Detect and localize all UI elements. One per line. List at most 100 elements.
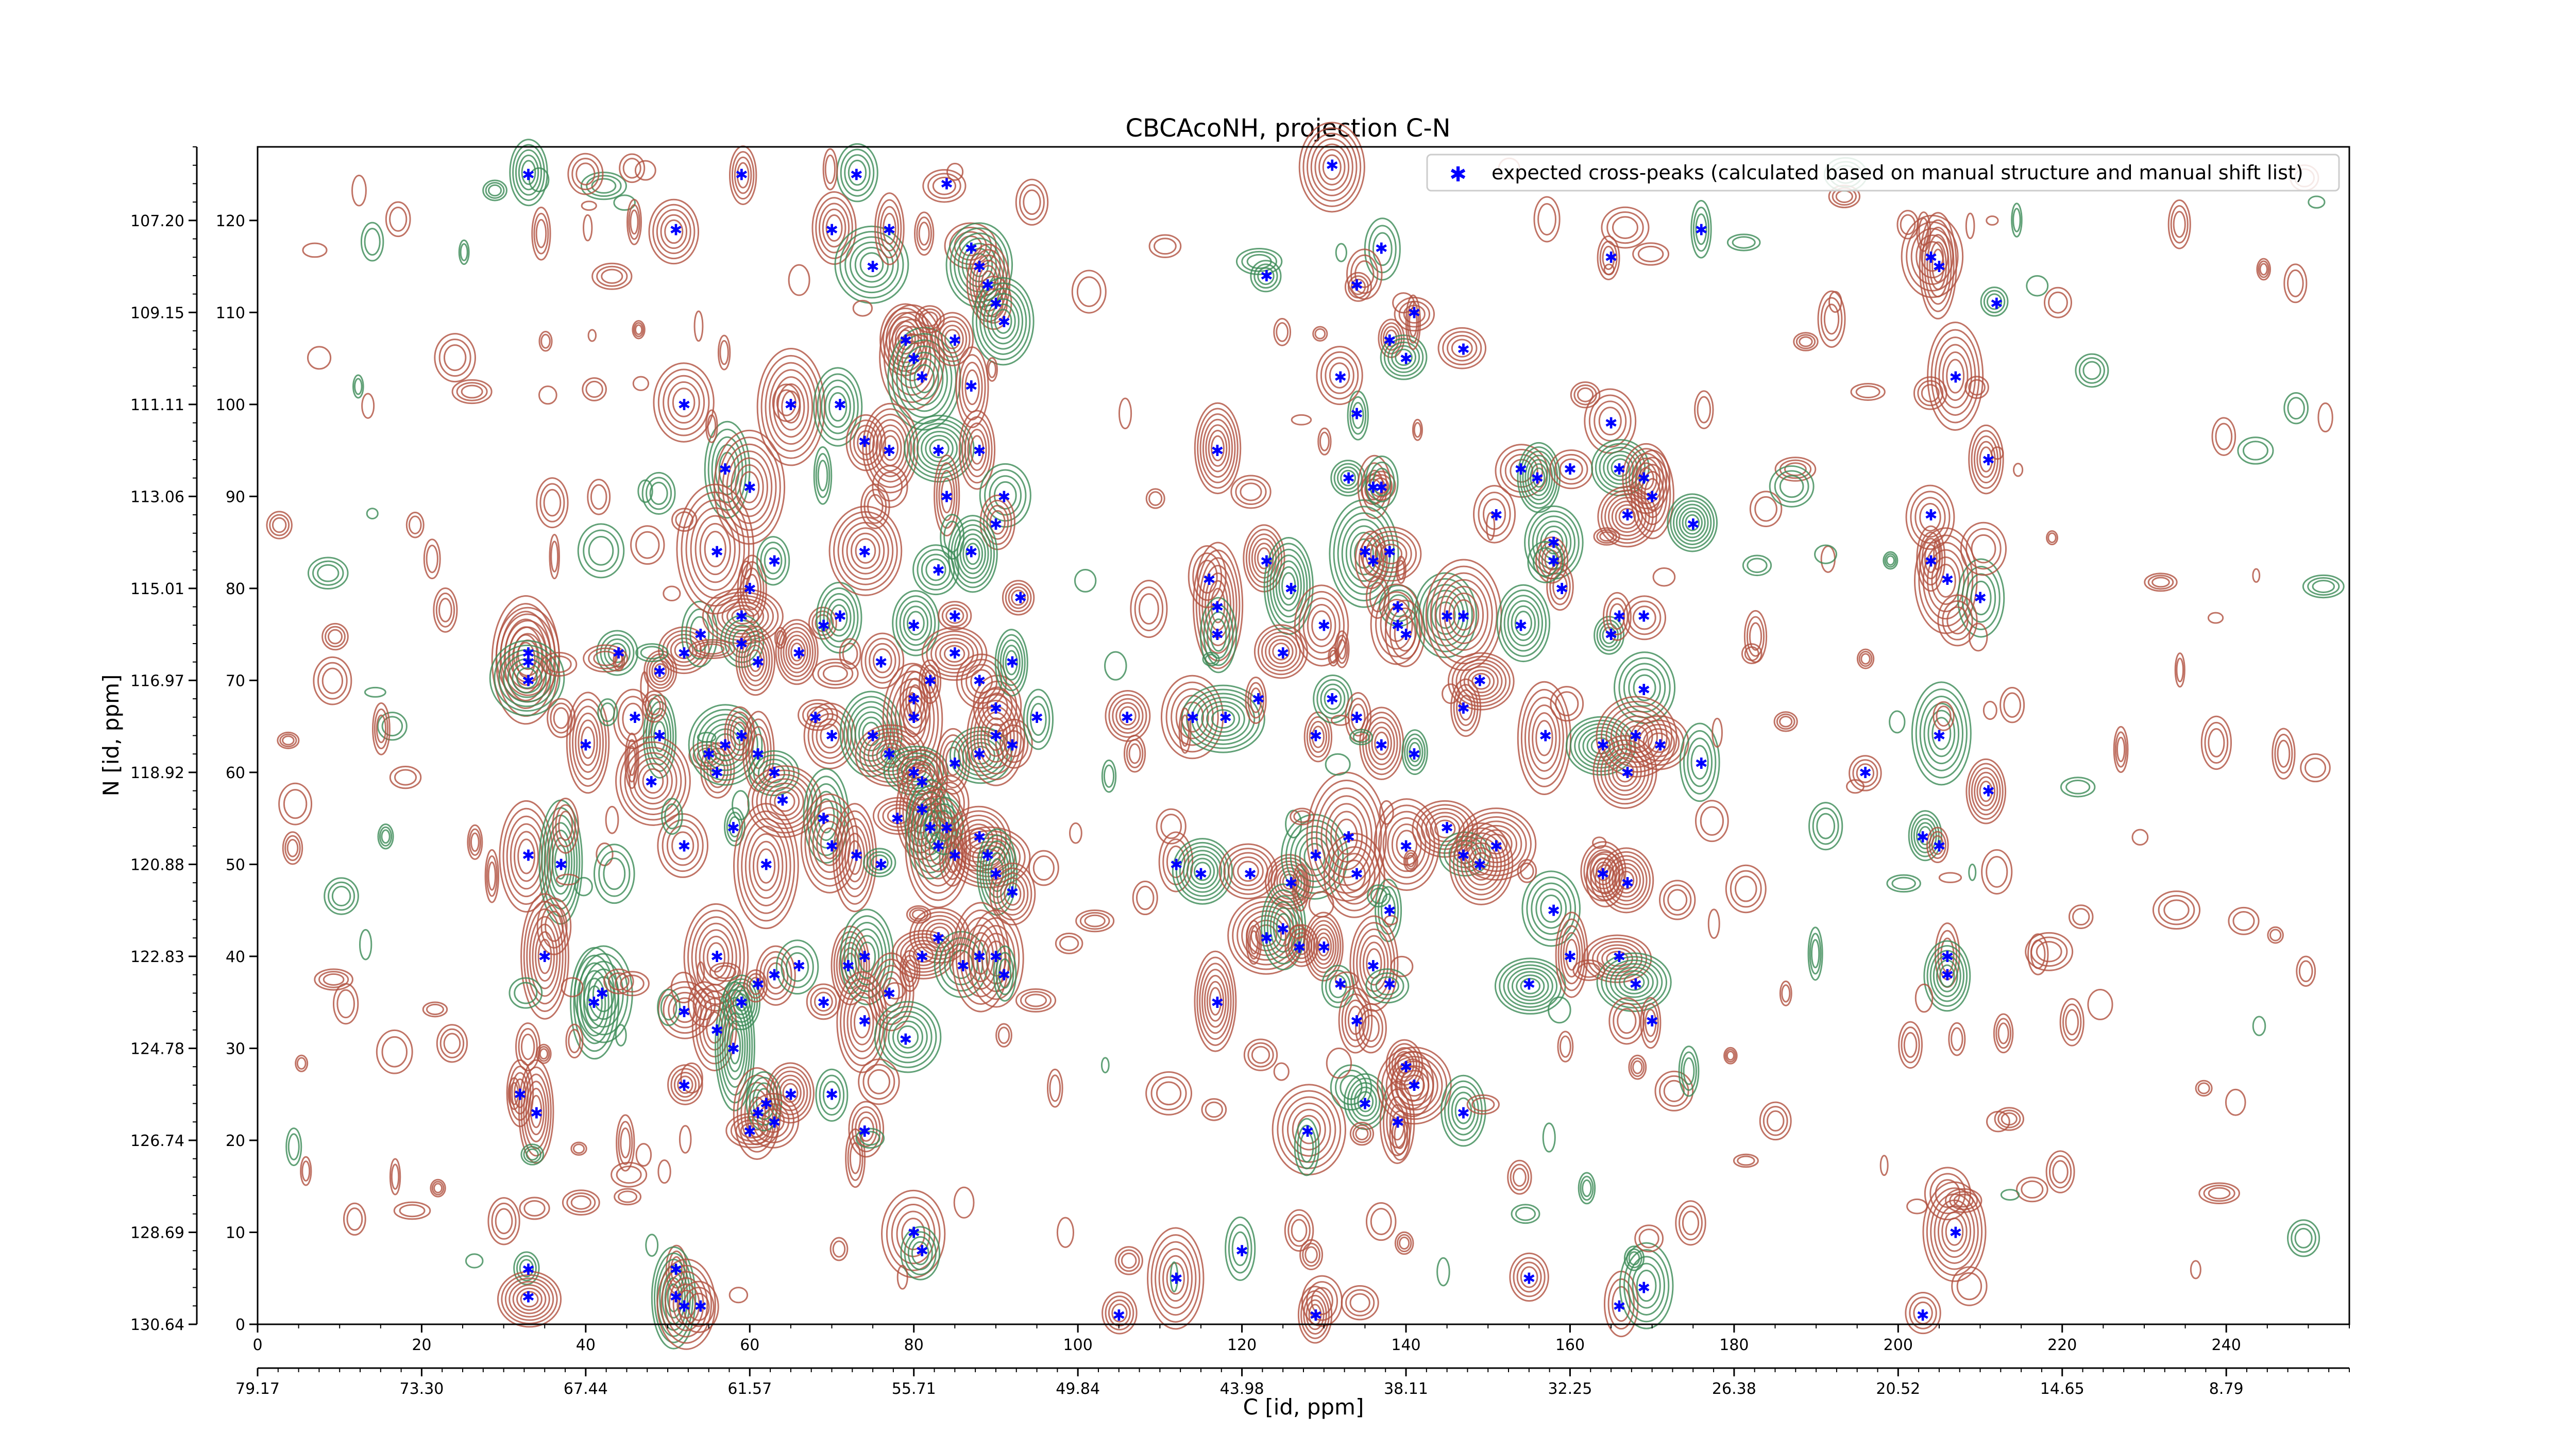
contour-ring [586,985,603,1021]
contour-ring [2267,926,2284,944]
contour-ring [1625,448,1668,510]
contour-ring [1306,716,1330,758]
contour-ring [1670,497,1715,549]
contour-ring [1517,681,1572,796]
cross-peak-marker: ✱ [1359,1096,1371,1114]
contour-ring [603,857,626,890]
contour-ring [904,959,916,983]
contour-ring [1531,882,1572,935]
x-secondary-tick-label: 32.25 [1548,1380,1592,1398]
contour-ring [775,619,819,685]
contour-ring [576,962,613,1044]
contour-ring [685,499,745,599]
contour-ring [1352,1124,1371,1143]
contour-ring [2269,929,2282,941]
contour-ring [1005,583,1032,613]
cross-peak-marker: ✱ [1924,552,1937,570]
contour-ring [2013,463,2024,477]
contour-ring [300,1156,312,1186]
contour-ring [318,971,349,988]
cross-peak-marker: ✱ [874,856,887,874]
contour-ring [1475,824,1518,864]
contour-ring [491,1202,517,1240]
contour-ring [549,534,561,580]
contour-ring [657,1159,671,1184]
contour-ring [1312,326,1328,342]
contour-ring [588,647,623,670]
contour-ring [586,175,622,197]
contour-ring [1291,414,1312,426]
contour-ring [2151,577,2170,588]
contour-ring [1391,1116,1409,1155]
contour-ring [518,1059,554,1164]
contour-ring [940,477,953,514]
cross-peak-marker: ✱ [1383,902,1396,920]
contour-ring [1108,1299,1131,1327]
contour-ring [997,634,1026,692]
contour-ring [1776,713,1795,730]
contour-ring [769,1066,811,1120]
cross-peak-marker: ✱ [1350,709,1363,727]
contour-ring [565,1023,584,1059]
contour-ring [376,1029,413,1074]
contour-ring [1968,863,1977,881]
contour-ring [1369,582,1386,613]
contour-ring [681,491,750,607]
contour-ring [1004,882,1022,906]
contour-ring [1377,1047,1452,1125]
cross-peak-marker: ✱ [891,810,904,828]
contour-ring [900,1226,941,1280]
contour-ring [940,514,965,560]
contour-ring [1675,1200,1706,1246]
cross-peak-marker: ✱ [1408,746,1420,764]
contour-ring [1273,318,1292,346]
contour-ring [1319,431,1330,451]
contour-ring [1628,1054,1647,1080]
contour-ring [540,904,568,949]
contour-ring [1606,951,1629,967]
contour-ring [1610,710,1663,763]
contour-ring [1409,742,1421,763]
y-secondary-tick-label: 122.83 [130,948,184,966]
cross-peak-marker: ✱ [735,994,748,1012]
contour-ring [765,362,818,452]
contour-ring [1968,424,2004,495]
contour-ring [487,1197,520,1245]
cross-peak-marker: ✱ [1613,948,1625,966]
contour-ring [819,203,850,254]
contour-ring [1334,630,1350,668]
contour-ring [1596,952,1672,1013]
cross-peak-marker: ✱ [1941,948,1954,966]
contour-ring [872,419,909,477]
cross-peak-marker: ✱ [1342,470,1355,488]
contour-ring [742,567,762,611]
contour-ring [2052,1160,2069,1184]
contour-ring [1228,1224,1252,1274]
contour-ring [1452,599,1475,631]
contour-ring [497,1271,562,1328]
contour-ring [1507,967,1553,1005]
contour-ring [774,627,787,649]
contour-ring [1917,380,1944,407]
contour-ring [1605,959,1663,1005]
contour-ring [1257,547,1272,569]
contour-ring [970,435,985,465]
contour-ring [554,845,568,880]
contour-ring [1112,698,1144,734]
contour-ring [2144,572,2178,592]
contour-ring [1344,272,1372,302]
contour-ring [1430,565,1498,665]
contour-ring [1251,1046,1270,1064]
contour-ring [1316,346,1363,406]
contour-ring [1405,294,1421,350]
contour-ring [772,1070,808,1116]
contour-ring [1766,1110,1785,1132]
contour-ring [765,782,804,821]
contour-ring [1940,937,1955,973]
contour-ring [1403,1074,1425,1097]
contour-ring [660,1265,713,1344]
contour-ring [724,1012,746,1080]
cross-peak-marker: ✱ [538,948,551,966]
contour-ring [1588,394,1632,448]
contour-ring [767,962,785,989]
